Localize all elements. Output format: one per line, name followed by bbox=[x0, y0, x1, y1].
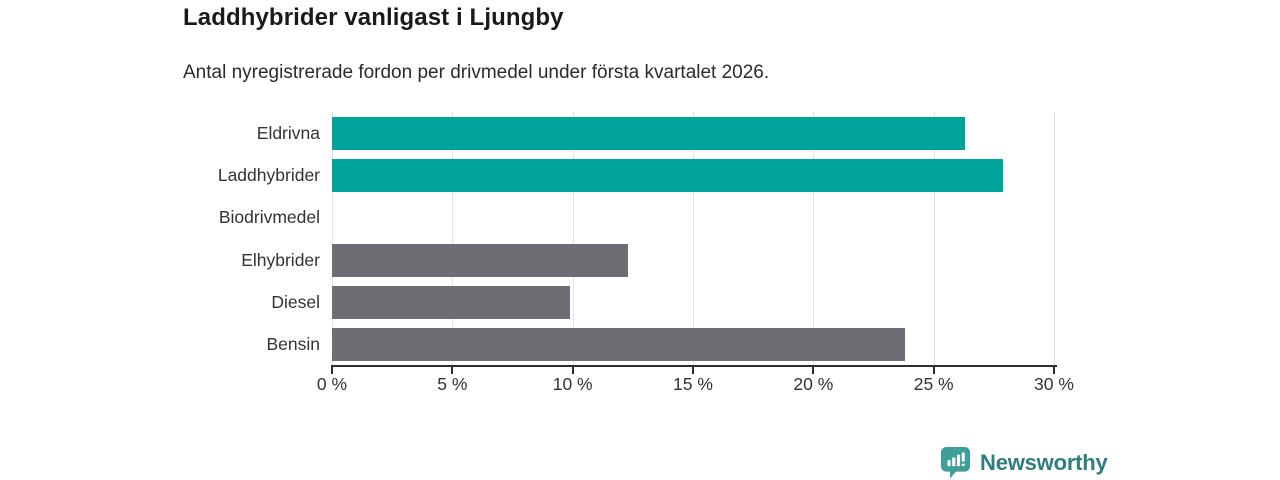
bar-row bbox=[332, 324, 1054, 366]
bar-bensin bbox=[332, 328, 905, 362]
x-axis-tick-label: 5 % bbox=[437, 374, 468, 394]
category-label: Diesel bbox=[271, 291, 320, 312]
bar-diesel bbox=[332, 285, 571, 319]
x-axis-tick bbox=[1053, 365, 1055, 374]
x-axis-tick-label: 30 % bbox=[1034, 374, 1074, 394]
x-axis-tick bbox=[692, 365, 694, 374]
x-axis-tick bbox=[331, 365, 333, 374]
x-axis-tick-label: 0 % bbox=[316, 374, 348, 394]
gridline bbox=[933, 112, 935, 366]
bar-eldrivna bbox=[332, 116, 965, 150]
x-axis-tick bbox=[451, 365, 454, 374]
x-axis-tick-label: 25 % bbox=[913, 374, 954, 394]
newsworthy-logo-text: Newsworthy bbox=[980, 449, 1108, 475]
category-label: Eldrivna bbox=[256, 122, 320, 143]
bar-row bbox=[332, 239, 1054, 281]
bar-row bbox=[332, 281, 1054, 323]
x-axis-tick bbox=[812, 365, 815, 374]
bar-row bbox=[332, 112, 1054, 154]
newsworthy-logo-link[interactable]: Newsworthy bbox=[940, 446, 1108, 479]
x-axis-tick bbox=[571, 365, 574, 374]
gridline bbox=[332, 112, 333, 366]
bar-laddhybrider bbox=[332, 158, 1004, 192]
gridline bbox=[693, 112, 694, 366]
newsworthy-chart-bubble-icon bbox=[940, 446, 971, 479]
chart-subtitle: Antal nyregistrerade fordon per drivmede… bbox=[183, 62, 770, 83]
x-axis-line bbox=[331, 365, 1057, 367]
bar-row bbox=[332, 197, 1054, 239]
category-axis-labels: Eldrivna Laddhybrider Biodrivmedel Elhybrid… bbox=[170, 112, 320, 366]
bar-elhybrider bbox=[332, 243, 629, 277]
gridline bbox=[452, 112, 454, 366]
chart-title: Laddhybrider vanligast i Ljungby bbox=[183, 4, 564, 31]
x-axis-tick-label: 15 % bbox=[673, 374, 713, 394]
x-axis-tick-label: 20 % bbox=[793, 374, 834, 394]
bar-row bbox=[332, 154, 1054, 196]
x-axis-tick-label: 10 % bbox=[552, 374, 593, 394]
bar-rows bbox=[332, 112, 1054, 366]
category-label: Biodrivmedel bbox=[218, 207, 320, 228]
x-axis-tick bbox=[932, 365, 935, 374]
category-label: Bensin bbox=[266, 334, 320, 355]
category-label: Elhybrider bbox=[241, 249, 320, 270]
gridline bbox=[1054, 112, 1055, 366]
category-label: Laddhybrider bbox=[217, 164, 320, 185]
gridline bbox=[572, 112, 574, 366]
gridline bbox=[813, 112, 815, 366]
plot-area bbox=[332, 112, 1055, 366]
